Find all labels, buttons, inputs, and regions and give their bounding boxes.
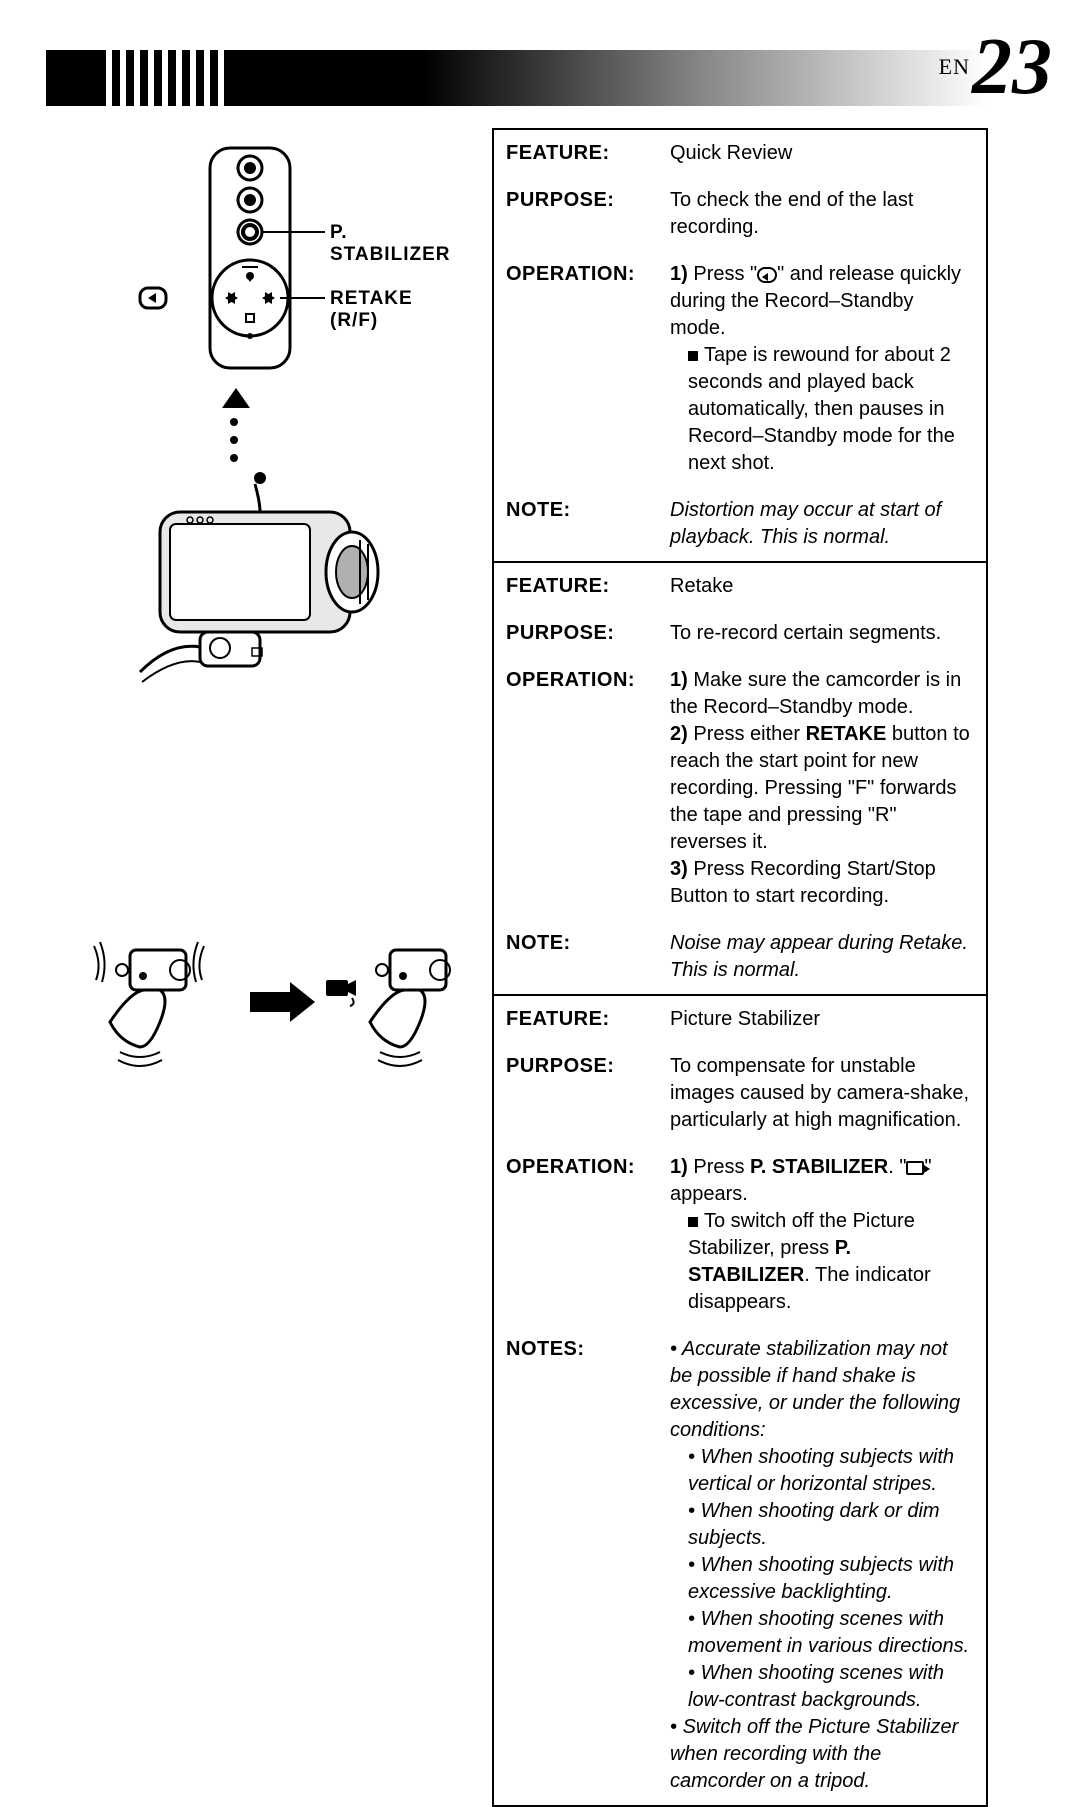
quick-review-icon [757, 267, 777, 283]
feature-purpose-1: To re-record certain segments. [658, 610, 986, 657]
label-notes: NOTES: [494, 1326, 658, 1805]
label-retake: RETAKE (R/F) [330, 288, 450, 332]
feature-name-1: Retake [658, 562, 986, 610]
feature-operation-1: 1) Make sure the camcorder is in the Rec… [658, 657, 986, 920]
label-purpose: PURPOSE: [494, 1043, 658, 1144]
stabilizer-indicator-icon [906, 1161, 924, 1175]
header-bar [46, 50, 988, 106]
connector-dots [230, 418, 490, 462]
label-feature: FEATURE: [494, 995, 658, 1043]
label-purpose: PURPOSE: [494, 610, 658, 657]
feature-purpose-2: To compensate for unstable images caused… [658, 1043, 986, 1144]
feature-operation-2: 1) Press P. STABILIZER. "" appears. To s… [658, 1144, 986, 1326]
diagram-control-pad: P. STABILIZER RETAKE (R/F) [130, 128, 450, 388]
label-feature: FEATURE: [494, 562, 658, 610]
page-lang: EN [939, 54, 970, 80]
label-operation: OPERATION: [494, 657, 658, 920]
diagram-camcorder [120, 472, 440, 692]
feature-name-0: Quick Review [658, 130, 986, 177]
feature-note-1: Noise may appear during Retake. This is … [658, 920, 986, 995]
label-note: NOTE: [494, 920, 658, 995]
feature-notes-2: • Accurate stabilization may not be poss… [658, 1326, 986, 1805]
page-number: 23 [972, 22, 1052, 113]
feature-operation-0: 1) Press "" and release quickly during t… [658, 251, 986, 487]
feature-purpose-0: To check the end of the last recording. [658, 177, 986, 251]
label-operation: OPERATION: [494, 1144, 658, 1326]
square-bullet-icon [688, 1217, 698, 1227]
square-bullet-icon [688, 351, 698, 361]
header-stripes [106, 50, 224, 106]
label-purpose: PURPOSE: [494, 177, 658, 251]
label-feature: FEATURE: [494, 130, 658, 177]
feature-name-2: Picture Stabilizer [658, 995, 986, 1043]
left-column: P. STABILIZER RETAKE (R/F) [90, 128, 490, 1092]
label-operation: OPERATION: [494, 251, 658, 487]
feature-table: FEATURE: Quick Review PURPOSE: To check … [492, 128, 988, 1807]
feature-note-0: Distortion may occur at start of playbac… [658, 487, 986, 562]
diagram-hands-stabilizer [90, 912, 450, 1092]
label-stabilizer: P. STABILIZER [330, 222, 450, 266]
arrow-up-icon [222, 388, 250, 408]
label-note: NOTE: [494, 487, 658, 562]
